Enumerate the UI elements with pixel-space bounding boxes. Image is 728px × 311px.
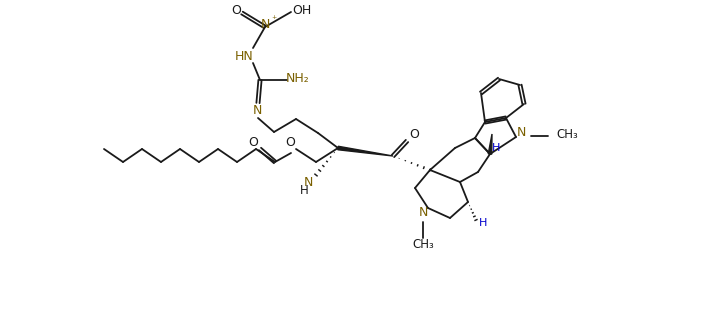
Text: ⁺: ⁺ (271, 15, 276, 25)
Polygon shape (488, 134, 492, 154)
Text: H: H (479, 218, 487, 228)
Polygon shape (338, 146, 393, 156)
Text: N: N (304, 177, 313, 189)
Text: NH₂: NH₂ (286, 72, 310, 85)
Text: N: N (516, 127, 526, 140)
Text: N: N (261, 17, 269, 30)
Text: OH: OH (293, 3, 312, 16)
Text: O: O (285, 137, 295, 150)
Text: O: O (409, 128, 419, 141)
Text: O: O (248, 136, 258, 148)
Text: N: N (253, 104, 261, 117)
Text: H: H (492, 143, 500, 153)
Text: H: H (300, 184, 309, 197)
Text: CH₃: CH₃ (556, 128, 578, 141)
Text: N: N (419, 207, 427, 220)
Text: CH₃: CH₃ (412, 238, 434, 250)
Text: HN: HN (234, 49, 253, 63)
Text: O: O (231, 4, 241, 17)
